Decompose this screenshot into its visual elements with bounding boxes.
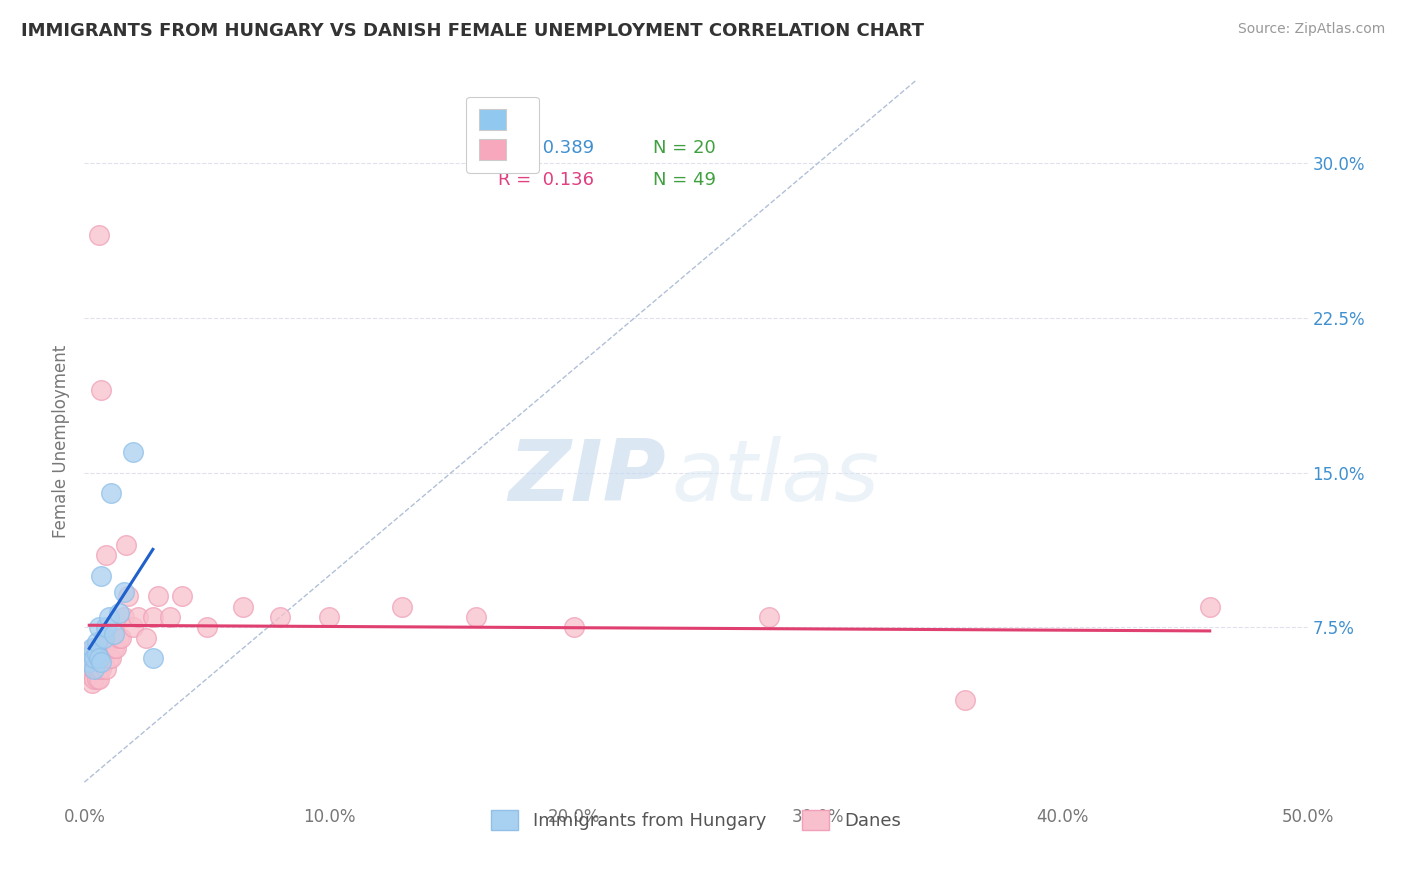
Point [100, 651, 122, 665]
Point [90, 662, 112, 676]
Point [93, 631, 115, 645]
Point [107, 631, 129, 645]
Point [122, 445, 145, 459]
Point [80, 676, 103, 690]
Point [90, 651, 112, 665]
Point [83, 651, 105, 665]
Point [90, 383, 112, 397]
Point [83, 672, 105, 686]
Point [269, 610, 291, 624]
Point [86, 640, 108, 655]
Text: N = 20: N = 20 [654, 139, 716, 157]
Point [80, 651, 103, 665]
Point [232, 599, 254, 614]
Point [117, 590, 139, 604]
Point [80, 662, 103, 676]
Point [135, 631, 157, 645]
Point [86, 672, 108, 686]
Point [86, 651, 108, 665]
Point [758, 610, 780, 624]
Point [112, 610, 135, 624]
Point [562, 620, 585, 634]
Point [90, 568, 112, 582]
Point [96, 662, 118, 676]
Point [97, 631, 120, 645]
Point [110, 631, 132, 645]
Point [77, 668, 100, 682]
Point [87, 651, 110, 665]
Point [96, 620, 118, 634]
Point [86, 647, 108, 661]
Text: R =  0.136: R = 0.136 [498, 171, 593, 189]
Legend: Immigrants from Hungary, Danes: Immigrants from Hungary, Danes [484, 803, 908, 837]
Text: Source: ZipAtlas.com: Source: ZipAtlas.com [1237, 22, 1385, 37]
Point [107, 606, 129, 620]
Point [103, 626, 125, 640]
Point [142, 610, 165, 624]
Point [318, 610, 340, 624]
Point [195, 620, 218, 634]
Point [100, 486, 122, 500]
Point [115, 538, 138, 552]
Point [159, 610, 181, 624]
Point [86, 662, 108, 676]
Point [172, 590, 194, 604]
Point [80, 647, 103, 661]
Point [105, 640, 128, 655]
Text: atlas: atlas [672, 436, 880, 519]
Point [77, 656, 100, 670]
Point [77, 656, 100, 670]
Point [96, 548, 118, 562]
Point [142, 651, 165, 665]
Point [391, 599, 413, 614]
Point [83, 662, 105, 676]
Point [87, 620, 110, 634]
Point [953, 692, 976, 706]
Text: N = 49: N = 49 [654, 171, 716, 189]
Point [93, 656, 115, 670]
Point [86, 634, 108, 648]
Point [87, 228, 110, 243]
Point [127, 610, 149, 624]
Text: ZIP: ZIP [508, 436, 665, 519]
Point [146, 590, 169, 604]
Point [83, 640, 105, 655]
Point [97, 610, 120, 624]
Text: R =  0.389: R = 0.389 [498, 139, 593, 157]
Point [112, 585, 135, 599]
Y-axis label: Female Unemployment: Female Unemployment [52, 345, 70, 538]
Point [1198, 599, 1220, 614]
Point [90, 656, 112, 670]
Point [93, 640, 115, 655]
Point [87, 672, 110, 686]
Point [464, 610, 486, 624]
Point [97, 651, 120, 665]
Point [80, 640, 103, 655]
Point [83, 662, 105, 676]
Point [87, 662, 110, 676]
Point [122, 620, 145, 634]
Point [103, 640, 125, 655]
Text: IMMIGRANTS FROM HUNGARY VS DANISH FEMALE UNEMPLOYMENT CORRELATION CHART: IMMIGRANTS FROM HUNGARY VS DANISH FEMALE… [21, 22, 924, 40]
